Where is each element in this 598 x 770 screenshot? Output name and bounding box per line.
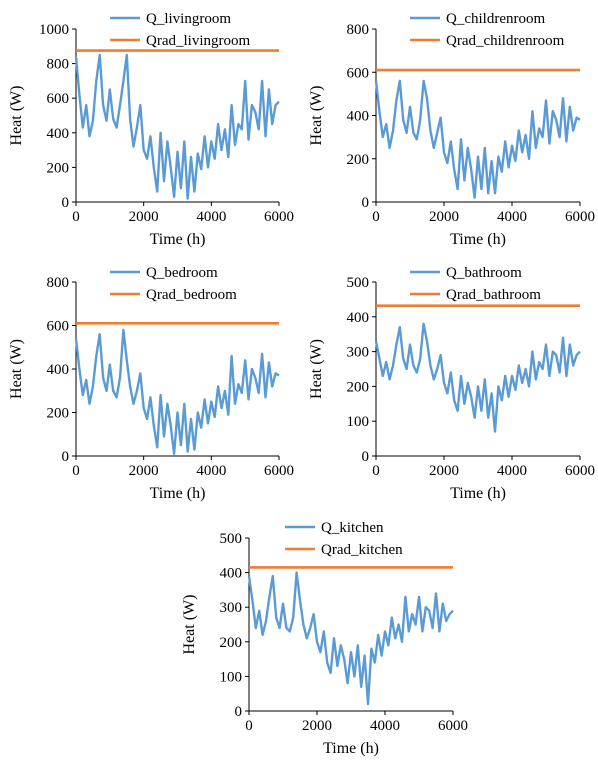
x-tick-label: 4000 bbox=[497, 463, 527, 479]
legend-label: Q_bedroom bbox=[146, 265, 218, 281]
x-tick-label: 0 bbox=[372, 209, 380, 225]
x-tick-label: 4000 bbox=[196, 209, 226, 225]
x-axis-title: Time (h) bbox=[150, 485, 206, 502]
legend-label: Qrad_childrenroom bbox=[446, 33, 565, 49]
x-tick-label: 4000 bbox=[370, 718, 400, 734]
x-axis-title: Time (h) bbox=[150, 231, 206, 248]
x-tick-label: 6000 bbox=[438, 718, 468, 734]
y-axis-title: Heat (W) bbox=[308, 339, 325, 399]
series-line-Q_bathroom bbox=[374, 322, 581, 433]
x-tick-label: 2000 bbox=[429, 209, 459, 225]
chart-panel-bathroom: 0 100 200 300 400 500 0 2000 4000 6000 Time (h) Hea… bbox=[308, 265, 595, 502]
legend-label: Q_bathroom bbox=[446, 265, 522, 281]
series-line-Q_kitchen bbox=[247, 571, 454, 706]
legend-label: Qrad_bathroom bbox=[446, 287, 541, 303]
chart-panel-livingroom: 0 200 400 600 800 1000 0 2000 4000 6000 Time (h) He… bbox=[8, 11, 294, 248]
x-tick-label: 2000 bbox=[129, 463, 159, 479]
x-tick-label: 0 bbox=[72, 209, 80, 225]
x-axis-title: Time (h) bbox=[450, 231, 506, 248]
x-tick-label: 0 bbox=[372, 463, 380, 479]
y-tick-label: 200 bbox=[347, 379, 370, 395]
y-tick-label: 200 bbox=[47, 160, 70, 176]
x-tick-label: 2000 bbox=[429, 463, 459, 479]
legend-label: Q_childrenroom bbox=[446, 11, 545, 27]
y-tick-label: 200 bbox=[47, 406, 70, 422]
y-tick-label: 200 bbox=[220, 635, 243, 651]
x-axis-title: Time (h) bbox=[450, 485, 506, 502]
y-tick-label: 400 bbox=[347, 310, 370, 326]
chart-panel-kitchen: 0 100 200 300 400 500 0 2000 4000 6000 Time (h) Hea… bbox=[181, 520, 468, 757]
series-line-Q_childrenroom bbox=[374, 79, 581, 199]
series-line-Q_livingroom bbox=[74, 53, 280, 200]
x-axis-title: Time (h) bbox=[323, 740, 379, 757]
y-tick-label: 1000 bbox=[39, 22, 69, 38]
x-tick-label: 4000 bbox=[196, 463, 226, 479]
y-tick-label: 400 bbox=[47, 362, 70, 378]
x-tick-label: 6000 bbox=[565, 463, 595, 479]
y-tick-label: 300 bbox=[347, 345, 370, 361]
legend-label: Q_livingroom bbox=[146, 11, 231, 27]
x-tick-label: 4000 bbox=[497, 209, 527, 225]
legend-label: Qrad_kitchen bbox=[321, 542, 403, 558]
legend-label: Qrad_bedroom bbox=[146, 287, 237, 303]
y-tick-label: 400 bbox=[47, 126, 70, 142]
x-tick-label: 6000 bbox=[264, 209, 294, 225]
y-tick-label: 0 bbox=[235, 704, 243, 720]
y-tick-label: 0 bbox=[62, 449, 70, 465]
series-line-Q_bedroom bbox=[74, 328, 280, 455]
y-tick-label: 800 bbox=[47, 57, 70, 73]
x-tick-label: 0 bbox=[72, 463, 80, 479]
x-tick-label: 6000 bbox=[565, 209, 595, 225]
y-tick-label: 0 bbox=[362, 449, 370, 465]
y-axis-title: Heat (W) bbox=[308, 86, 325, 146]
chart-panel-bedroom: 0 200 400 600 800 0 2000 4000 6000 Time (h) Heat (… bbox=[8, 265, 294, 502]
legend-label: Q_kitchen bbox=[321, 520, 384, 536]
y-tick-label: 300 bbox=[220, 600, 243, 616]
y-axis-title: Heat (W) bbox=[181, 595, 198, 655]
y-tick-label: 600 bbox=[347, 65, 370, 81]
y-tick-label: 100 bbox=[220, 669, 243, 685]
legend-label: Qrad_livingroom bbox=[146, 33, 250, 49]
y-tick-label: 800 bbox=[47, 275, 70, 291]
y-tick-label: 0 bbox=[62, 195, 70, 211]
x-tick-label: 6000 bbox=[264, 463, 294, 479]
y-tick-label: 500 bbox=[220, 531, 243, 547]
chart-panel-childrenroom: 0 200 400 600 800 0 2000 4000 6000 Time (h) Heat (… bbox=[308, 11, 595, 248]
y-tick-label: 100 bbox=[347, 414, 370, 430]
x-tick-label: 2000 bbox=[129, 209, 159, 225]
y-tick-label: 500 bbox=[347, 275, 370, 291]
y-tick-label: 800 bbox=[347, 22, 370, 38]
y-tick-label: 600 bbox=[47, 91, 70, 107]
y-tick-label: 400 bbox=[220, 566, 243, 582]
y-tick-label: 600 bbox=[47, 319, 70, 335]
y-tick-label: 200 bbox=[347, 152, 370, 168]
y-tick-label: 0 bbox=[362, 195, 370, 211]
x-tick-label: 0 bbox=[245, 718, 253, 734]
y-axis-title: Heat (W) bbox=[8, 86, 25, 146]
x-tick-label: 2000 bbox=[302, 718, 332, 734]
y-tick-label: 400 bbox=[347, 109, 370, 125]
y-axis-title: Heat (W) bbox=[8, 339, 25, 399]
